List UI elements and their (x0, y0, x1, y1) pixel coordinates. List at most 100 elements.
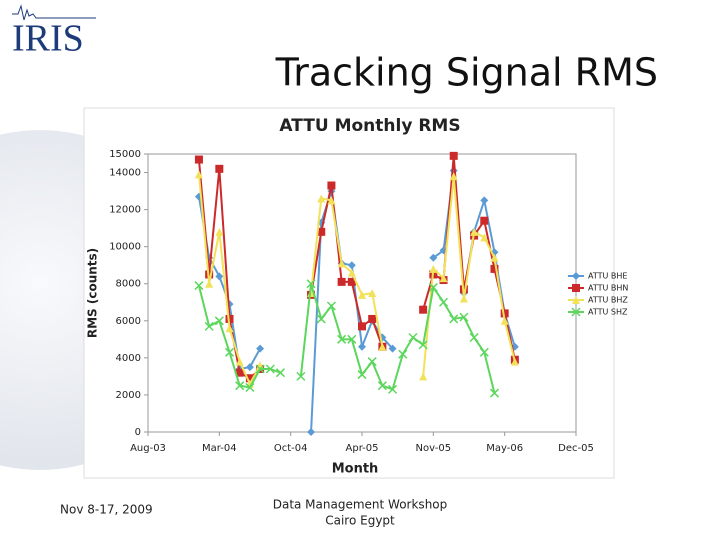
x-tick-label: Oct-04 (274, 443, 308, 454)
marker (337, 259, 346, 268)
marker (368, 314, 377, 323)
marker (572, 272, 580, 280)
marker (500, 309, 509, 318)
marker (307, 428, 316, 436)
marker (194, 170, 203, 179)
marker (235, 357, 244, 366)
marker (438, 297, 449, 307)
marker (214, 316, 224, 326)
series (194, 279, 500, 398)
legend-label: ATTU SHZ (588, 308, 628, 317)
marker (215, 272, 224, 281)
marker (347, 334, 357, 344)
marker (204, 321, 214, 331)
x-tick-label: Mar-04 (202, 443, 237, 454)
y-tick-label: 4000 (116, 353, 141, 364)
marker (419, 372, 428, 381)
marker (245, 382, 255, 393)
marker (408, 332, 418, 343)
marker (347, 268, 356, 277)
x-tick-label: Aug-03 (130, 443, 166, 454)
marker (489, 388, 500, 398)
x-tick-label: Nov-05 (416, 443, 452, 454)
marker (194, 155, 203, 164)
marker (358, 322, 366, 331)
marker (224, 347, 235, 357)
marker (205, 279, 214, 288)
marker (215, 164, 224, 173)
x-axis-label: Month (332, 462, 379, 477)
marker (357, 370, 367, 380)
logo-wave (12, 4, 96, 21)
marker (469, 332, 479, 343)
marker (256, 344, 265, 353)
marker (245, 374, 254, 383)
marker (317, 194, 326, 203)
marker (316, 314, 326, 324)
marker (480, 216, 489, 225)
marker (337, 277, 346, 286)
marker (194, 281, 204, 291)
series-line (422, 176, 516, 377)
x-tick-label: Dec-05 (558, 443, 594, 454)
marker (265, 364, 275, 374)
marker (418, 340, 428, 350)
y-tick-label: 8000 (116, 279, 141, 290)
marker (367, 357, 377, 367)
marker (419, 305, 428, 314)
footer-event: Data Management Workshop (273, 498, 448, 512)
marker (347, 277, 356, 286)
legend-label: ATTU BHZ (588, 296, 628, 305)
y-tick-label: 14000 (109, 168, 141, 179)
legend-label: ATTU BHE (588, 272, 627, 281)
y-axis-label: RMS (counts) (86, 248, 100, 338)
marker (490, 264, 499, 273)
marker (500, 316, 509, 325)
plot: 0 2000 4000 6000 8000 10000 12000 14000 15000 Aug… (109, 149, 628, 454)
y-tick-label: 0 (135, 427, 141, 438)
marker (572, 296, 580, 304)
marker (327, 196, 336, 205)
marker (480, 196, 489, 205)
marker (368, 289, 377, 297)
marker (480, 233, 489, 242)
marker (378, 342, 387, 351)
x-tick-label: Apr-05 (346, 443, 379, 454)
marker (571, 307, 581, 317)
slide-title: Tracking Signal RMS (275, 51, 658, 95)
marker (428, 282, 438, 292)
marker (306, 279, 316, 289)
marker (388, 344, 397, 353)
marker (317, 227, 326, 236)
marker (235, 381, 245, 391)
logo: IRIS (12, 18, 84, 60)
marker (215, 227, 224, 236)
marker (398, 349, 408, 359)
marker (449, 151, 458, 160)
marker (439, 274, 448, 283)
marker (388, 384, 398, 394)
marker (225, 324, 234, 333)
footer-place: Cairo Egypt (325, 514, 395, 528)
marker (470, 227, 479, 236)
marker (296, 371, 306, 381)
marker (429, 253, 438, 262)
chart-title: ATTU Monthly RMS (279, 116, 460, 136)
y-tick-label: 12000 (109, 205, 141, 216)
marker (235, 368, 244, 377)
marker (337, 334, 347, 344)
series (194, 170, 519, 388)
marker (347, 261, 356, 270)
marker (377, 381, 387, 391)
series-line (299, 283, 496, 394)
marker (479, 347, 489, 357)
marker (459, 294, 468, 303)
marker (459, 312, 469, 322)
marker (358, 290, 366, 299)
marker (449, 172, 458, 181)
marker (510, 357, 519, 366)
marker (572, 284, 580, 292)
marker (358, 342, 366, 351)
x-tick-label: May-06 (486, 443, 523, 454)
